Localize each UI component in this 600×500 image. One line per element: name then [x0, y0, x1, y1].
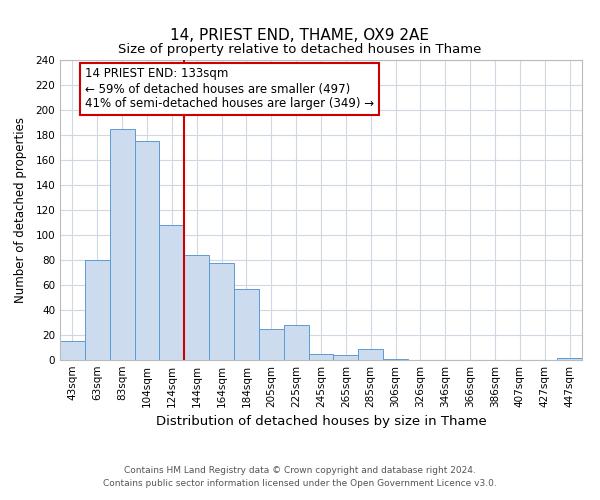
Text: 14, PRIEST END, THAME, OX9 2AE: 14, PRIEST END, THAME, OX9 2AE — [170, 28, 430, 42]
Bar — [557, 358, 582, 360]
Bar — [209, 262, 234, 360]
Bar — [85, 260, 110, 360]
Bar — [134, 141, 160, 360]
Bar — [60, 341, 85, 360]
Bar — [234, 289, 259, 360]
Bar — [308, 354, 334, 360]
Bar — [160, 225, 184, 360]
Bar — [259, 329, 284, 360]
Bar — [334, 355, 358, 360]
Text: Contains HM Land Registry data © Crown copyright and database right 2024.
Contai: Contains HM Land Registry data © Crown c… — [103, 466, 497, 487]
Y-axis label: Number of detached properties: Number of detached properties — [14, 117, 27, 303]
Text: Size of property relative to detached houses in Thame: Size of property relative to detached ho… — [118, 42, 482, 56]
Bar — [358, 349, 383, 360]
Bar — [184, 255, 209, 360]
X-axis label: Distribution of detached houses by size in Thame: Distribution of detached houses by size … — [155, 416, 487, 428]
Bar — [110, 128, 134, 360]
Bar — [284, 325, 308, 360]
Bar — [383, 359, 408, 360]
Text: 14 PRIEST END: 133sqm
← 59% of detached houses are smaller (497)
41% of semi-det: 14 PRIEST END: 133sqm ← 59% of detached … — [85, 68, 374, 110]
